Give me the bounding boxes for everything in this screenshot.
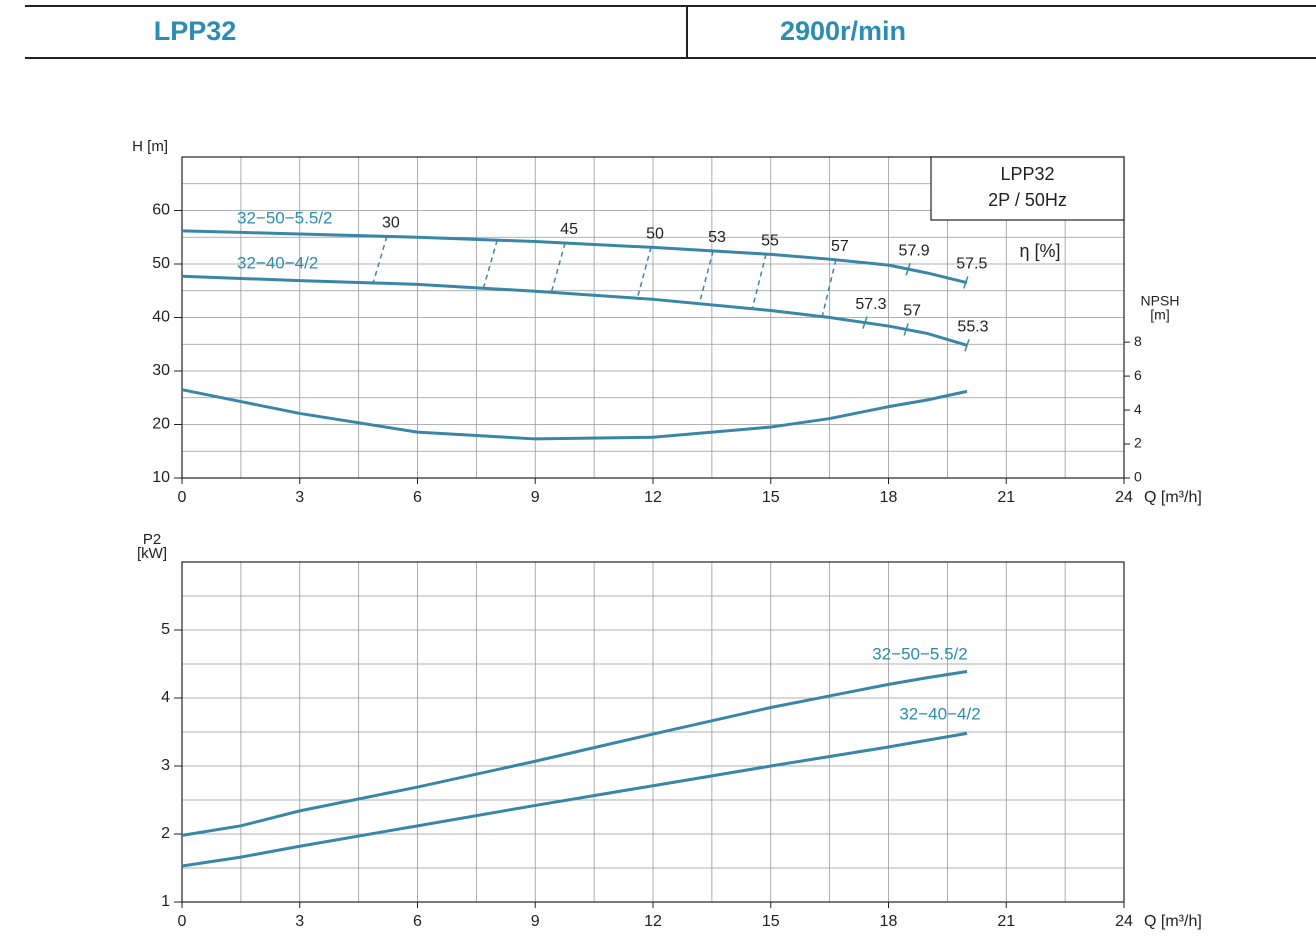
- efficiency-value: 57.3: [855, 296, 886, 313]
- efficiency-value: 57.5: [956, 256, 987, 273]
- efficiency-tick: [964, 339, 970, 352]
- x-tick-label: 6: [413, 489, 422, 506]
- y-tick-label: 1: [161, 893, 170, 910]
- efficiency-value: 50: [646, 226, 664, 243]
- y-axis-label: P2: [143, 531, 161, 548]
- x-tick-label: 24: [1115, 913, 1133, 930]
- x-tick-label: 24: [1115, 489, 1133, 506]
- efficiency-value: 57.9: [899, 242, 930, 259]
- efficiency-line: [751, 253, 767, 309]
- x-tick-label: 0: [178, 913, 187, 930]
- y-axis-label: [kW]: [137, 545, 167, 562]
- y2-tick-label: 6: [1134, 367, 1142, 383]
- y-tick-label: 10: [152, 469, 170, 486]
- curve: [181, 669, 968, 837]
- curve: [181, 274, 968, 347]
- y-tick-label: 40: [152, 309, 170, 326]
- efficiency-value: 30: [382, 215, 400, 232]
- info-box: [930, 156, 1125, 221]
- y-tick-label: 2: [161, 825, 170, 842]
- curve-label: 32−40−4/2: [237, 253, 318, 272]
- x-tick-label: 0: [178, 489, 187, 506]
- x-tick-label: 3: [295, 489, 304, 506]
- x-tick-label: 3: [295, 913, 304, 930]
- y-tick-label: 20: [152, 416, 170, 433]
- x-axis-label: Q [m³/h]: [1144, 489, 1202, 506]
- curve-label: 32−40−4/2: [899, 704, 980, 723]
- efficiency-value: 55.3: [957, 319, 988, 336]
- y-tick-label: 5: [161, 621, 170, 638]
- info-box-text: LPP32: [1000, 164, 1054, 184]
- x-tick-label: 21: [997, 913, 1015, 930]
- efficiency-line: [550, 242, 566, 293]
- y-tick-label: 30: [152, 362, 170, 379]
- y-axis-label: H [m]: [132, 138, 168, 155]
- efficiency-value: 55: [761, 232, 779, 249]
- curve: [181, 388, 968, 441]
- y-tick-label: 50: [152, 255, 170, 272]
- efficiency-tick: [905, 262, 911, 276]
- efficiency-line: [821, 259, 837, 317]
- efficiency-tick: [903, 323, 909, 336]
- x-tick-label: 9: [531, 913, 540, 930]
- y2-tick-label: 4: [1134, 401, 1142, 417]
- info-box-text: 2P / 50Hz: [988, 190, 1067, 210]
- y2-tick-label: 8: [1134, 333, 1142, 349]
- x-tick-label: 12: [644, 913, 662, 930]
- x-tick-label: 21: [997, 489, 1015, 506]
- curve-label: 32−50−5.5/2: [237, 208, 332, 227]
- x-tick-label: 9: [531, 489, 540, 506]
- efficiency-line: [372, 236, 388, 284]
- model-title: LPP32: [154, 16, 237, 46]
- y-tick-label: 4: [161, 689, 170, 706]
- y2-tick-label: 2: [1134, 435, 1142, 451]
- curve-label: 32−50−5.5/2: [872, 644, 967, 663]
- efficiency-value: 57: [831, 238, 849, 255]
- x-tick-label: 18: [880, 913, 898, 930]
- efficiency-line: [698, 250, 714, 304]
- efficiency-tick: [963, 276, 969, 289]
- y2-tick-label: 0: [1134, 469, 1142, 485]
- x-tick-label: 18: [880, 489, 898, 506]
- x-tick-label: 12: [644, 489, 662, 506]
- curve: [181, 229, 968, 285]
- efficiency-value: 53: [708, 229, 726, 246]
- efficiency-value: 45: [560, 221, 578, 238]
- x-tick-label: 15: [762, 489, 780, 506]
- x-axis-label: Q [m³/h]: [1144, 913, 1202, 930]
- efficiency-tick: [862, 316, 868, 329]
- speed-title: 2900r/min: [780, 16, 906, 46]
- y2-axis-label: NPSH: [1141, 293, 1180, 309]
- y-tick-label: 3: [161, 757, 170, 774]
- curve: [181, 731, 968, 868]
- efficiency-value: 57: [903, 303, 921, 320]
- efficiency-label: η [%]: [1019, 241, 1060, 261]
- x-tick-label: 15: [762, 913, 780, 930]
- y2-axis-label: [m]: [1150, 307, 1169, 323]
- y-tick-label: 60: [152, 202, 170, 219]
- x-tick-label: 6: [413, 913, 422, 930]
